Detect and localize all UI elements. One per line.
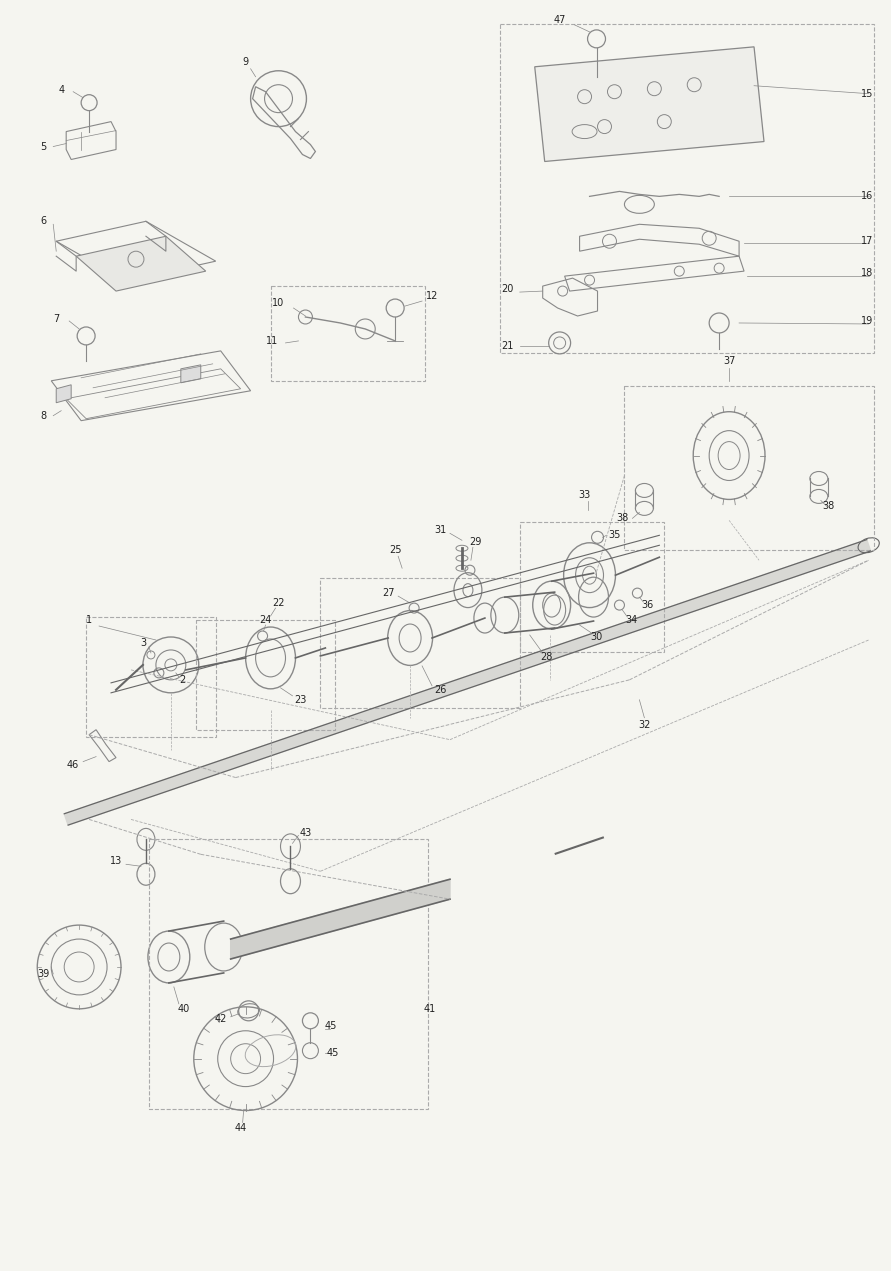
- Text: 24: 24: [259, 615, 272, 625]
- Text: 31: 31: [434, 525, 446, 535]
- Text: 33: 33: [578, 491, 591, 501]
- Text: 45: 45: [326, 1047, 339, 1057]
- Text: 38: 38: [617, 513, 628, 524]
- Polygon shape: [535, 47, 764, 161]
- Polygon shape: [64, 540, 871, 825]
- Text: 40: 40: [177, 1004, 190, 1014]
- Text: 8: 8: [40, 411, 46, 421]
- Text: 23: 23: [294, 695, 307, 705]
- Bar: [519, 522, 665, 652]
- Text: 42: 42: [215, 1014, 227, 1024]
- Text: 4: 4: [58, 85, 64, 95]
- Text: 25: 25: [388, 545, 402, 555]
- Text: 18: 18: [862, 268, 874, 278]
- Text: 34: 34: [625, 615, 638, 625]
- Text: 6: 6: [40, 216, 46, 226]
- Text: 45: 45: [324, 1021, 337, 1031]
- Text: 22: 22: [273, 599, 285, 608]
- Text: 46: 46: [67, 760, 79, 770]
- Text: 29: 29: [470, 538, 482, 548]
- Text: 27: 27: [382, 588, 395, 599]
- Text: 9: 9: [242, 57, 249, 67]
- Bar: [149, 839, 428, 1108]
- Bar: [500, 24, 874, 353]
- Text: 38: 38: [822, 501, 835, 511]
- Text: 20: 20: [502, 285, 514, 294]
- Text: 47: 47: [553, 15, 566, 25]
- Text: 35: 35: [609, 530, 621, 540]
- Text: 44: 44: [234, 1124, 247, 1134]
- Text: 7: 7: [53, 314, 60, 324]
- Text: 2: 2: [180, 675, 186, 685]
- Text: 43: 43: [299, 829, 312, 839]
- Bar: [196, 620, 335, 730]
- Text: 37: 37: [723, 356, 735, 366]
- Polygon shape: [76, 236, 206, 291]
- Text: 26: 26: [434, 685, 446, 695]
- Text: 41: 41: [424, 1004, 437, 1014]
- Text: 28: 28: [541, 652, 553, 662]
- Polygon shape: [231, 880, 450, 960]
- Text: 11: 11: [266, 336, 279, 346]
- Bar: [271, 286, 425, 381]
- Bar: [321, 578, 519, 708]
- Text: 21: 21: [502, 341, 514, 351]
- Text: 30: 30: [591, 632, 602, 642]
- Text: 19: 19: [862, 316, 874, 325]
- Polygon shape: [181, 365, 200, 383]
- Text: 32: 32: [638, 719, 650, 730]
- Text: 13: 13: [110, 857, 122, 867]
- Text: 17: 17: [862, 236, 874, 247]
- Text: 1: 1: [86, 615, 92, 625]
- Bar: [86, 616, 216, 737]
- Polygon shape: [56, 385, 71, 403]
- Bar: [625, 386, 874, 550]
- Text: 36: 36: [642, 600, 653, 610]
- Text: 39: 39: [37, 969, 49, 979]
- Text: 3: 3: [140, 638, 146, 648]
- Text: 12: 12: [426, 291, 438, 301]
- Text: 15: 15: [862, 89, 874, 99]
- Text: 5: 5: [40, 141, 46, 151]
- Text: 10: 10: [273, 297, 284, 308]
- Text: 16: 16: [862, 192, 874, 201]
